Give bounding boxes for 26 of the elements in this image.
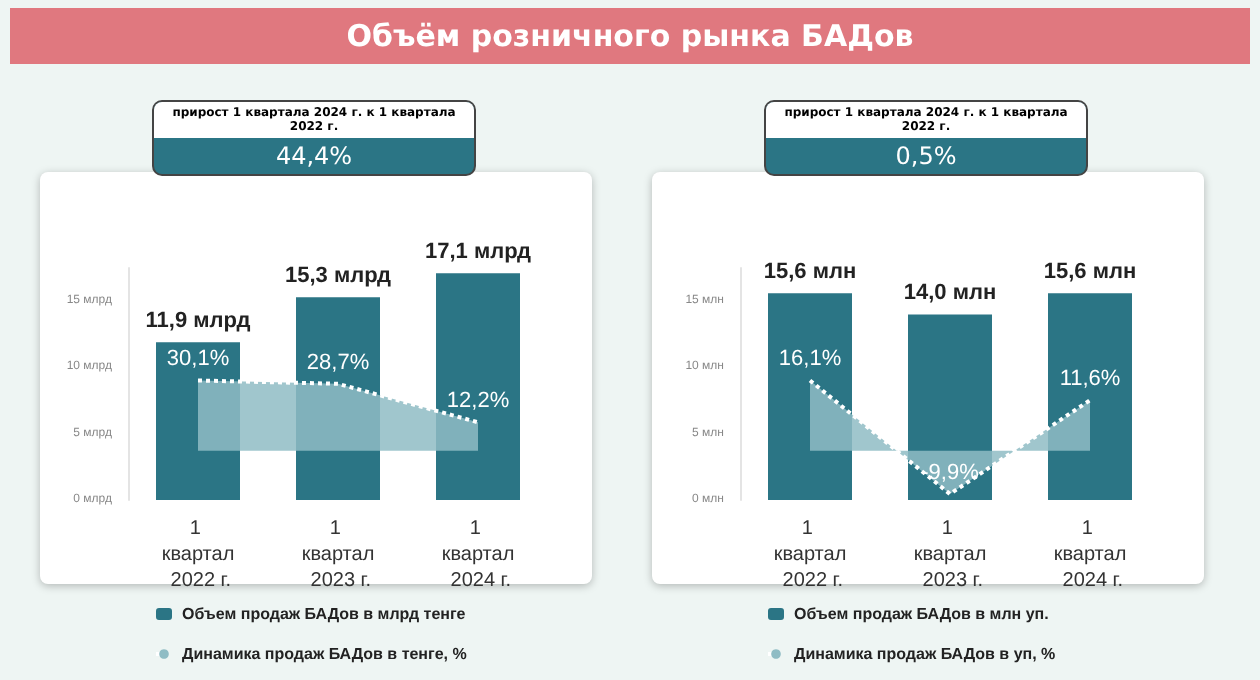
data-label: 17,1 млрд [424, 240, 532, 265]
x-tick-label: 1 квартал 2023 г. [913, 518, 987, 592]
x-tick-label: 1 квартал 2024 г. [441, 518, 515, 592]
x-tick-label: 1 квартал 2023 г. [301, 518, 375, 592]
x-tick-label: 1 квартал 2024 г. [1053, 518, 1127, 592]
legend-label: Динамика продаж БАДов в уп, % [794, 645, 1056, 663]
legend-label: Динамика продаж БАДов в тенге, % [182, 645, 467, 663]
x-tick-label: 1 квартал 2022 г. [161, 518, 235, 592]
data-label: 15,3 млрд [284, 264, 392, 289]
data-label: 14,0 млн [903, 281, 997, 306]
data-label: -9,9% [921, 461, 980, 486]
data-label: 16,1% [778, 347, 842, 372]
text: 44,4% [273, 140, 355, 174]
data-label: 11,9 млрд [145, 309, 251, 334]
bar [436, 273, 520, 500]
data-label: 11,6% [1059, 367, 1121, 392]
text: Объём розничного рынка БАДов [10, 8, 1250, 64]
x-tick-label: 1 квартал 2022 г. [773, 518, 847, 592]
text: 0,5% [893, 140, 959, 174]
data-label: 15,6 млн [763, 260, 857, 285]
legend-label: Объем продаж БАДов в млрд тенге [182, 605, 467, 623]
data-label: 30,1% [166, 347, 230, 372]
data-label: 12,2% [446, 389, 510, 414]
legend-label: Объем продаж БАДов в млн уп. [794, 605, 1049, 623]
data-label: 15,6 млн [1043, 260, 1137, 285]
data-label: 28,7% [306, 350, 370, 375]
